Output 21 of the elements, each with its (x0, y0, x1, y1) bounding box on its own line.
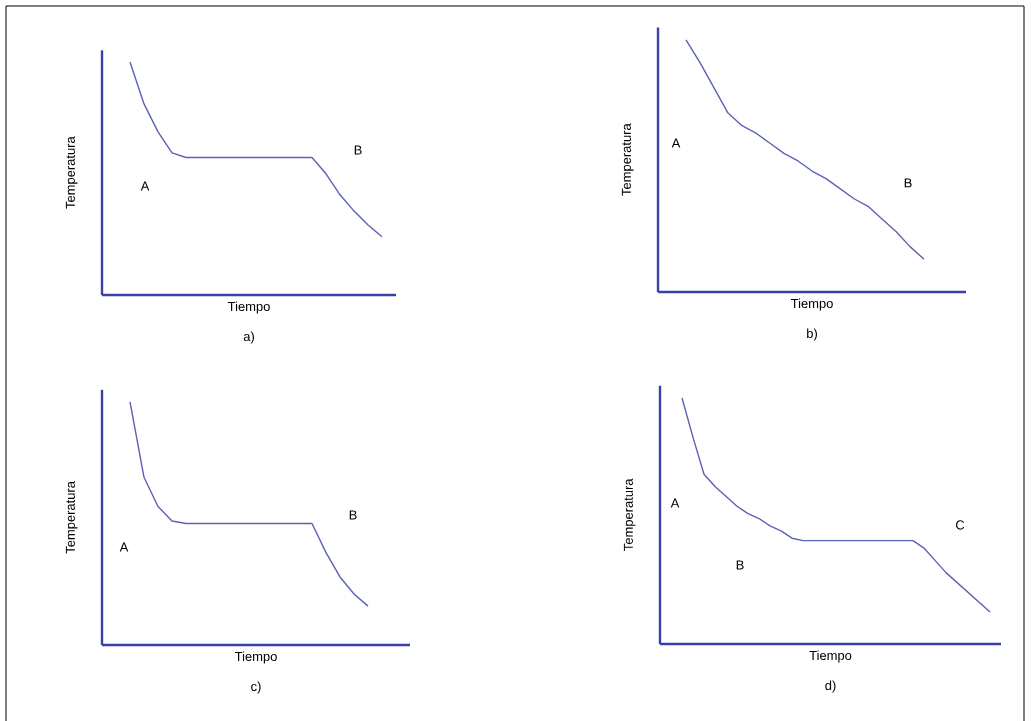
annotation: C (955, 520, 965, 530)
annotation: A (119, 542, 129, 552)
x-axis-title: Tiempo (227, 301, 270, 314)
annotation: A (670, 498, 680, 508)
text: c) (251, 681, 261, 694)
annotation: B (354, 145, 362, 155)
annotation: A (671, 138, 681, 148)
x-axis-title: Tiempo (234, 651, 277, 664)
text: d) (825, 680, 836, 693)
text: b) (807, 328, 817, 341)
y-axis-title: Temperatura (65, 136, 78, 209)
text: a) (243, 331, 254, 344)
y-axis-title: Temperatura (621, 123, 634, 196)
x-axis-title: Tiempo (809, 650, 852, 663)
annotation: B (736, 560, 744, 570)
annotation: B (904, 178, 912, 188)
annotation: B (349, 510, 357, 520)
y-axis-title: Temperatura (65, 481, 78, 554)
annotation: A (140, 181, 150, 191)
y-axis-title: Temperatura (623, 478, 636, 551)
x-axis-title: Tiempo (790, 298, 833, 311)
